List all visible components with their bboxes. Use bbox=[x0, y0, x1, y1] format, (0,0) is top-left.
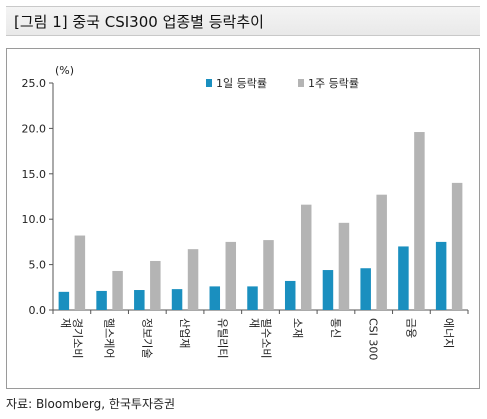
y-unit-label: (%) bbox=[55, 64, 74, 77]
category-label: 소재 bbox=[291, 318, 304, 338]
week1-bar bbox=[187, 249, 199, 310]
category-label-line: 유틸리티 bbox=[216, 318, 229, 358]
category-label: 에너지 bbox=[442, 318, 455, 348]
category-label: 경기소비재 bbox=[59, 318, 84, 358]
day1-bar bbox=[398, 246, 409, 310]
y-tick-label: 20.0 bbox=[22, 122, 47, 135]
y-tick-label: 5.0 bbox=[29, 259, 47, 272]
chart-frame bbox=[6, 48, 480, 389]
legend-label: 1주 등락률 bbox=[308, 77, 359, 90]
day1-bar bbox=[435, 241, 447, 310]
day1-bar bbox=[134, 290, 145, 310]
day1-bar bbox=[247, 286, 258, 310]
week1-bar bbox=[263, 240, 274, 310]
category-label-line: 산업재 bbox=[178, 318, 191, 348]
category-label-line: 필수소비 bbox=[260, 318, 273, 358]
bar-chart: (%)0.05.010.015.020.025.0 경기소비재 헬스케어 정보기술 산… bbox=[22, 64, 469, 360]
category-label-line: 통신 bbox=[329, 318, 342, 338]
y-tick-label: 0.0 bbox=[29, 304, 47, 317]
day1-bar bbox=[209, 286, 221, 310]
category-label: 정보기술 bbox=[140, 318, 153, 358]
legend-swatch bbox=[206, 79, 212, 87]
source-note: 자료: Bloomberg, 한국투자증권 bbox=[6, 397, 176, 411]
category-label-line: CSI 300 bbox=[367, 318, 380, 360]
category-label-line: 정보기술 bbox=[140, 318, 153, 358]
category-label-line: 경기소비 bbox=[71, 318, 84, 358]
category-label-line: 소재 bbox=[291, 318, 304, 338]
category-label-line: 에너지 bbox=[442, 318, 455, 348]
category-label: 산업재 bbox=[178, 318, 191, 348]
category-label: 유틸리티 bbox=[216, 318, 229, 358]
week1-bar bbox=[300, 204, 312, 310]
day1-bar bbox=[360, 268, 371, 310]
week1-bar bbox=[451, 182, 463, 310]
category-label-line: 재 bbox=[248, 318, 261, 328]
day1-bar bbox=[322, 270, 334, 310]
figure-title: [그림 1] 중국 CSI300 업종별 등락추이 bbox=[6, 6, 480, 36]
category-label-line: 헬스케어 bbox=[103, 318, 116, 358]
category-label: 필수소비재 bbox=[248, 318, 273, 358]
day1-bar bbox=[284, 280, 296, 310]
day1-bar bbox=[96, 290, 107, 310]
week1-bar bbox=[150, 260, 161, 310]
category-label-line: 재 bbox=[59, 318, 72, 328]
category-label-line: 금융 bbox=[404, 318, 417, 338]
y-tick-label: 25.0 bbox=[22, 77, 47, 90]
legend-label: 1일 등락률 bbox=[216, 76, 267, 90]
week1-bar bbox=[376, 194, 387, 310]
week1-bar bbox=[414, 132, 425, 310]
week1-bar bbox=[225, 241, 237, 310]
day1-bar bbox=[58, 291, 70, 310]
bars bbox=[58, 132, 463, 310]
category-label: 헬스케어 bbox=[103, 318, 116, 358]
y-tick-label: 15.0 bbox=[22, 168, 47, 181]
y-tick-label: 10.0 bbox=[22, 213, 47, 226]
week1-bar bbox=[74, 235, 86, 310]
category-labels: 경기소비재 헬스케어 정보기술 산업재 유틸리티 필수소비재 소재 통신 CSI 300 금융 에너… bbox=[59, 318, 455, 360]
legend-swatch bbox=[298, 79, 304, 87]
week1-bar bbox=[338, 222, 350, 310]
day1-bar bbox=[171, 289, 183, 310]
category-label: CSI 300 bbox=[367, 318, 380, 360]
category-label: 금융 bbox=[404, 318, 417, 338]
legend: 1일 등락률 1주 등락률 bbox=[206, 76, 359, 90]
category-label: 통신 bbox=[329, 318, 342, 338]
week1-bar bbox=[112, 270, 123, 310]
